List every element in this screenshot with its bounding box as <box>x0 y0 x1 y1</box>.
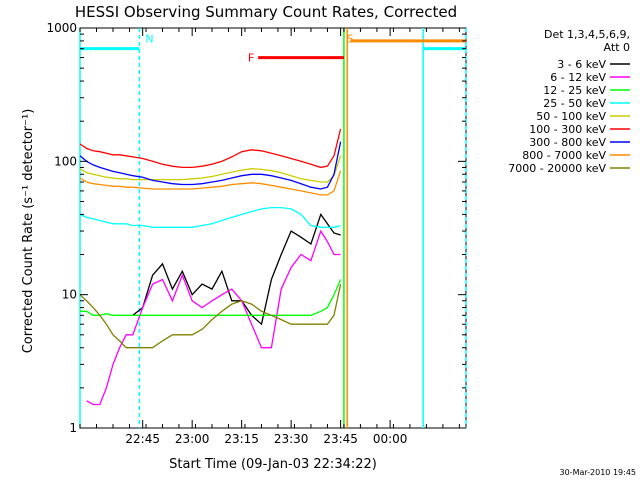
series-group <box>79 128 342 406</box>
legend-label: 12 - 25 keV <box>543 84 606 97</box>
x-tick-label: 00:00 <box>373 432 408 446</box>
legend-label: 6 - 12 keV <box>550 71 606 84</box>
series-line-0 <box>132 212 341 326</box>
x-axis-label: Start Time (09-Jan-03 22:34:22) <box>169 457 377 472</box>
y-tick-label: 10 <box>62 288 77 302</box>
annotation-n: N <box>145 33 153 46</box>
series-line-4 <box>79 155 342 183</box>
series-line-7 <box>79 170 342 196</box>
x-tick-label: 23:00 <box>175 432 210 446</box>
plot-frame-group <box>79 27 467 429</box>
legend-label: 300 - 800 keV <box>529 136 606 149</box>
x-tick-label: 23:30 <box>274 432 309 446</box>
x-tick-label: 22:45 <box>125 432 160 446</box>
y-tick-label: 100 <box>54 154 77 168</box>
legend-label: 7000 - 20000 keV <box>508 162 606 175</box>
legend-label: 50 - 100 keV <box>536 110 606 123</box>
axis-group: 1 10 100 1000 22:45 23:00 23:15 23:30 23:45 00:00 <box>46 21 466 446</box>
series-line-8 <box>79 283 342 349</box>
legend-title-line: Det 1,3,4,5,6,9, <box>544 28 630 41</box>
legend-label: 800 - 7000 keV <box>522 149 606 162</box>
series-line-1 <box>86 229 341 406</box>
chart-title: HESSI Observing Summary Count Rates, Cor… <box>75 3 457 21</box>
series-line-2 <box>80 279 342 316</box>
series-line-6 <box>79 141 342 190</box>
x-tick-label: 23:45 <box>323 432 358 446</box>
annotation-f: F <box>248 52 254 65</box>
y-axis-label: Corrected Count Rate (s⁻¹ detector⁻¹) <box>21 109 36 354</box>
legend-title-line: Att 0 <box>604 41 630 54</box>
footer-timestamp: 30-Mar-2010 19:45 <box>560 468 637 477</box>
annotation-s: S <box>347 33 354 46</box>
y-tick-label: 1 <box>69 421 77 435</box>
series-line-3 <box>79 206 341 228</box>
marker-group: N F S <box>79 28 467 428</box>
series-line-5 <box>79 128 342 169</box>
plot-frame <box>79 27 467 429</box>
y-tick-label: 1000 <box>46 21 77 35</box>
legend-label: 3 - 6 keV <box>557 58 606 71</box>
legend-label: 100 - 300 keV <box>529 123 606 136</box>
legend-label: 25 - 50 keV <box>543 97 606 110</box>
x-tick-label: 23:15 <box>224 432 259 446</box>
